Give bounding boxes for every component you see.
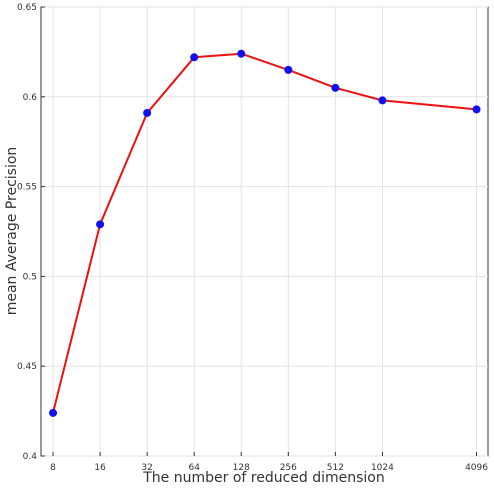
data-point bbox=[331, 83, 340, 92]
data-point bbox=[49, 408, 58, 417]
y-tick-label: 0.45 bbox=[17, 362, 37, 372]
x-tick-label: 1024 bbox=[371, 463, 394, 473]
y-tick-label: 0.55 bbox=[17, 183, 37, 193]
x-tick-label: 256 bbox=[280, 463, 297, 473]
y-tick-label: 0.65 bbox=[17, 3, 37, 13]
data-point bbox=[237, 49, 246, 58]
x-tick-label: 512 bbox=[327, 463, 344, 473]
data-point bbox=[96, 220, 105, 229]
y-tick-label: 0.5 bbox=[23, 272, 37, 282]
x-tick-label: 128 bbox=[233, 463, 250, 473]
x-tick-label: 8 bbox=[50, 463, 56, 473]
data-point bbox=[284, 65, 293, 74]
x-tick-label: 4096 bbox=[465, 463, 488, 473]
plot-area bbox=[40, 6, 489, 457]
series-layer bbox=[49, 49, 481, 417]
data-point bbox=[472, 105, 481, 114]
y-axis-label: mean Average Precision bbox=[4, 147, 20, 316]
data-point bbox=[190, 53, 199, 62]
x-tick-label: 16 bbox=[94, 463, 106, 473]
y-tick-label: 0.6 bbox=[23, 93, 38, 103]
grid-lines bbox=[41, 6, 488, 457]
axis-ticks: 8 16 32 64 128 256 512 1024 4096 0.4 0.45 0.5 0.55 0.… bbox=[17, 3, 488, 473]
y-tick-label: 0.4 bbox=[23, 452, 38, 462]
data-point bbox=[378, 96, 387, 105]
x-tick-label: 64 bbox=[188, 463, 200, 473]
data-point bbox=[143, 108, 152, 117]
x-axis-label: The number of reduced dimension bbox=[142, 470, 385, 486]
x-tick-label: 32 bbox=[141, 463, 152, 473]
